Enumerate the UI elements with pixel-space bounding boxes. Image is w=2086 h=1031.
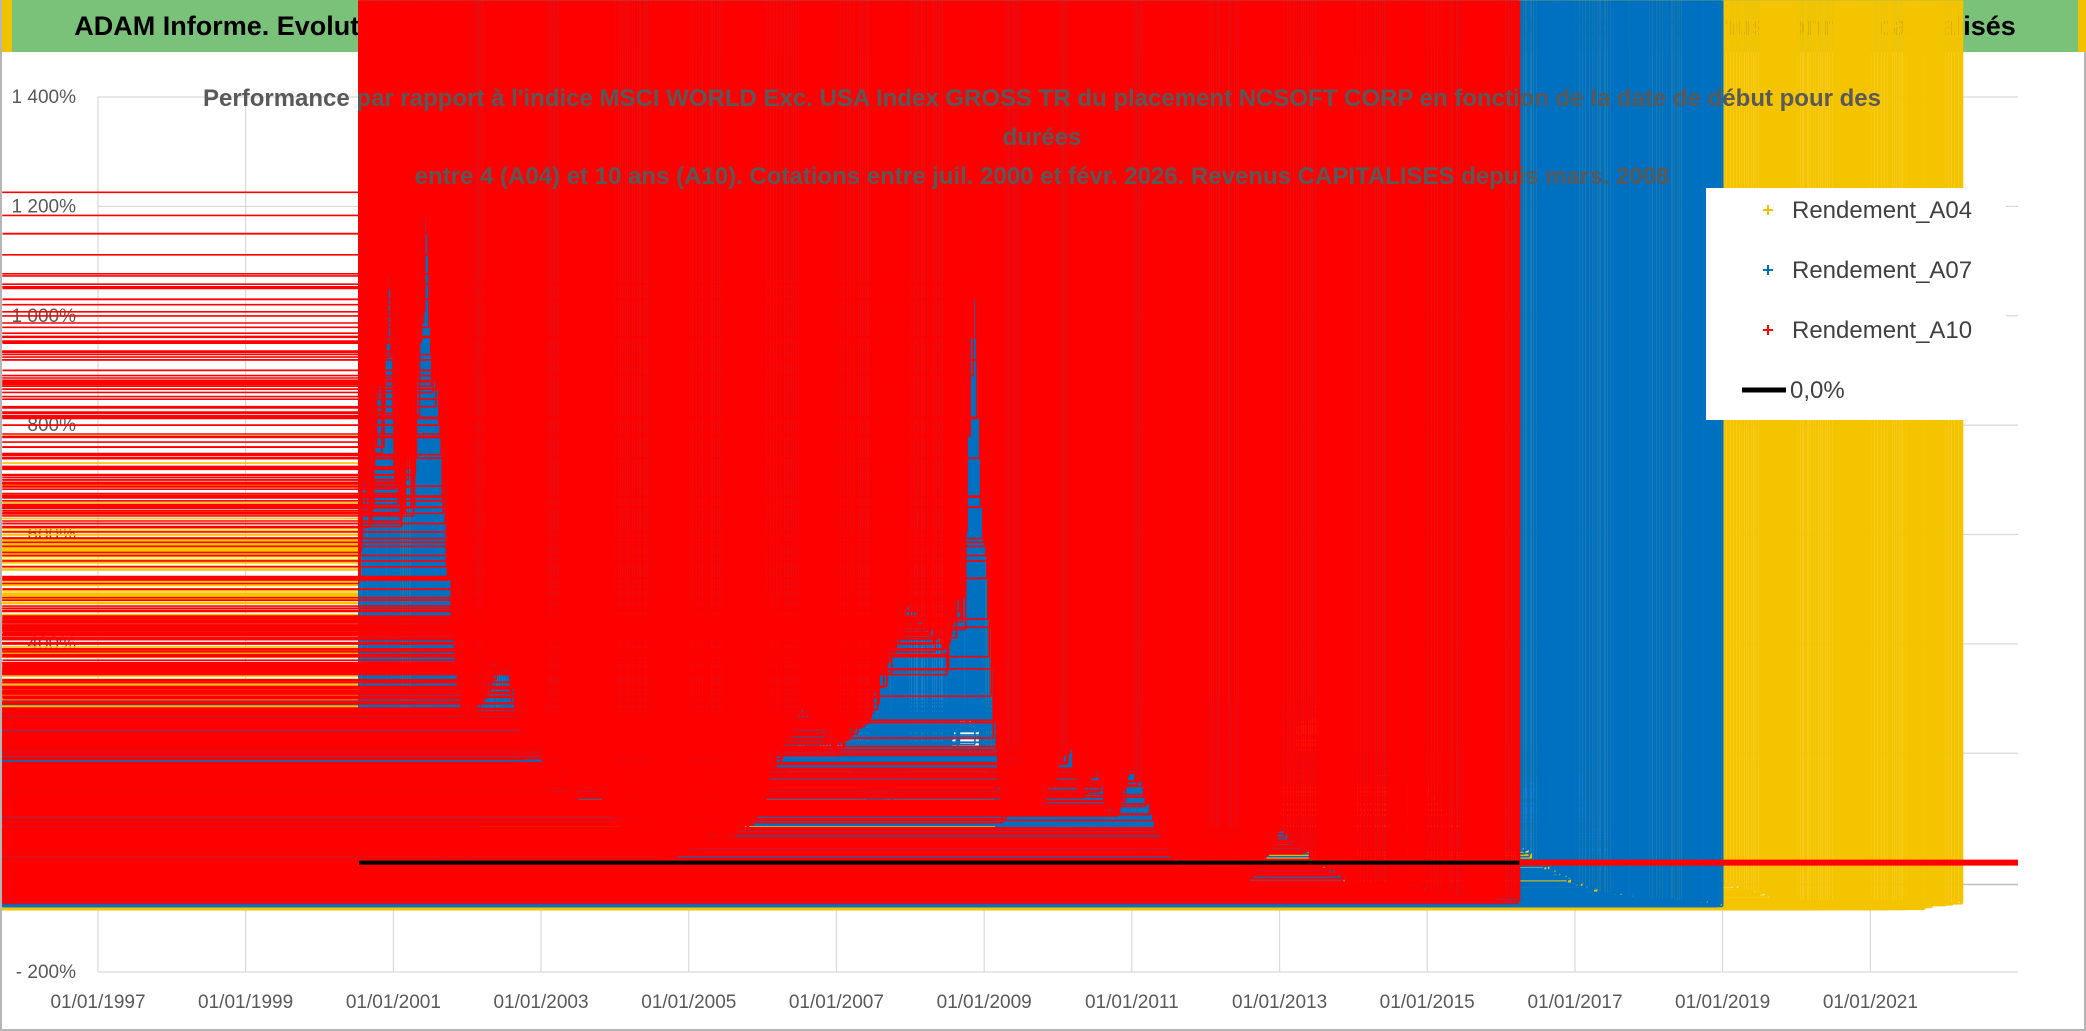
x-tick-label: 01/01/1999 bbox=[198, 992, 293, 1013]
x-tick-label: 01/01/2007 bbox=[789, 992, 884, 1013]
data-point bbox=[2, 0, 988, 580]
data-point bbox=[2, 0, 385, 448]
data-point bbox=[2, 0, 819, 727]
data-point bbox=[2, 0, 487, 700]
x-tick-label: 01/01/2003 bbox=[493, 992, 588, 1013]
data-point bbox=[2, 0, 404, 514]
data-point bbox=[2, 0, 434, 372]
data-point bbox=[2, 0, 1299, 848]
x-tick-label: 01/01/2019 bbox=[1675, 992, 1770, 1013]
data-point bbox=[2, 0, 912, 618]
data-point bbox=[2, 0, 1281, 831]
data-point bbox=[2, 0, 708, 837]
data-point bbox=[2, 0, 982, 509]
x-tick-label: 01/01/2017 bbox=[1527, 992, 1622, 1013]
data-point-cluster bbox=[2, 0, 439, 408]
data-point bbox=[2, 0, 440, 426]
x-tick-label: 01/01/2013 bbox=[1232, 992, 1327, 1013]
data-point bbox=[2, 0, 874, 711]
data-series bbox=[2, 0, 1964, 911]
x-tick-label: 01/01/2021 bbox=[1823, 992, 1918, 1013]
data-point bbox=[2, 0, 459, 689]
legend-plus-marker bbox=[1763, 325, 1773, 335]
data-point bbox=[2, 0, 995, 722]
data-point-cluster bbox=[2, 0, 1143, 788]
data-point bbox=[2, 0, 1133, 771]
data-point-cluster bbox=[2, 0, 974, 631]
data-point bbox=[2, 0, 1145, 798]
chart-title-line-1: Performance par rapport à l'indice MSCI … bbox=[203, 85, 1881, 112]
data-point bbox=[2, 0, 1429, 894]
legend: Rendement_A04 Rendement_A07 Rendement_A10 0… bbox=[1706, 188, 2006, 420]
data-point bbox=[2, 0, 1121, 815]
legend-plus-marker bbox=[1763, 205, 1773, 215]
data-point bbox=[2, 0, 856, 733]
x-tick-label: 01/01/2009 bbox=[937, 992, 1032, 1013]
legend-label: 0,0% bbox=[1790, 377, 1845, 404]
data-point bbox=[2, 0, 447, 525]
x-tick-label: 01/01/1997 bbox=[50, 992, 145, 1013]
data-point bbox=[2, 0, 428, 235]
data-point bbox=[2, 0, 1004, 820]
data-point bbox=[2, 0, 727, 842]
legend-plus-marker bbox=[1763, 265, 1773, 275]
data-point bbox=[2, 0, 1022, 804]
legend-label: Rendement_A10 bbox=[1792, 317, 1972, 344]
data-point bbox=[2, 0, 453, 623]
data-point bbox=[2, 0, 1336, 875]
y-tick-label: 1 400% bbox=[12, 87, 77, 108]
data-point bbox=[2, 0, 391, 290]
x-tick-label: 01/01/2001 bbox=[346, 992, 441, 1013]
x-tick-label: 01/01/2005 bbox=[641, 992, 736, 1013]
data-point bbox=[2, 0, 967, 591]
data-point bbox=[2, 0, 1071, 755]
data-point bbox=[2, 0, 893, 662]
y-tick-label: 1 200% bbox=[12, 196, 77, 217]
data-point bbox=[2, 0, 598, 787]
data-point bbox=[2, 0, 379, 383]
x-tick-label: 01/01/2011 bbox=[1085, 992, 1179, 1013]
data-point bbox=[2, 0, 422, 344]
data-point bbox=[2, 0, 1096, 776]
data-point bbox=[2, 0, 1410, 886]
data-point bbox=[2, 0, 1391, 891]
data-point bbox=[2, 0, 398, 481]
chart-title-line-2: durées bbox=[1003, 124, 1082, 151]
data-point bbox=[2, 0, 1521, 902]
chart-title: Performance par rapport à l'indice MSCI … bbox=[203, 85, 1881, 190]
data-point bbox=[2, 0, 1262, 869]
data-point bbox=[2, 0, 930, 634]
legend-label: Rendement_A04 bbox=[1792, 197, 1972, 224]
data-point bbox=[2, 0, 1465, 897]
data-point bbox=[2, 0, 1502, 900]
data-point bbox=[2, 0, 410, 470]
data-point bbox=[2, 0, 653, 853]
series-rendement-a10 bbox=[2, 0, 1521, 905]
data-point bbox=[2, 0, 1108, 809]
data-point bbox=[2, 0, 976, 301]
chart-title-line-3: entre 4 (A04) et 10 ans (A10). Cotations… bbox=[415, 163, 1670, 190]
data-point bbox=[2, 0, 801, 716]
legend-label: Rendement_A07 bbox=[1792, 257, 1972, 284]
data-point bbox=[2, 0, 511, 684]
y-tick-label: - 200% bbox=[16, 962, 76, 983]
data-point bbox=[2, 0, 948, 656]
data-point bbox=[2, 0, 585, 782]
data-point bbox=[2, 0, 499, 667]
data-point bbox=[2, 0, 1207, 880]
x-tick-label: 01/01/2015 bbox=[1380, 992, 1475, 1013]
legend-box bbox=[1706, 188, 2006, 420]
